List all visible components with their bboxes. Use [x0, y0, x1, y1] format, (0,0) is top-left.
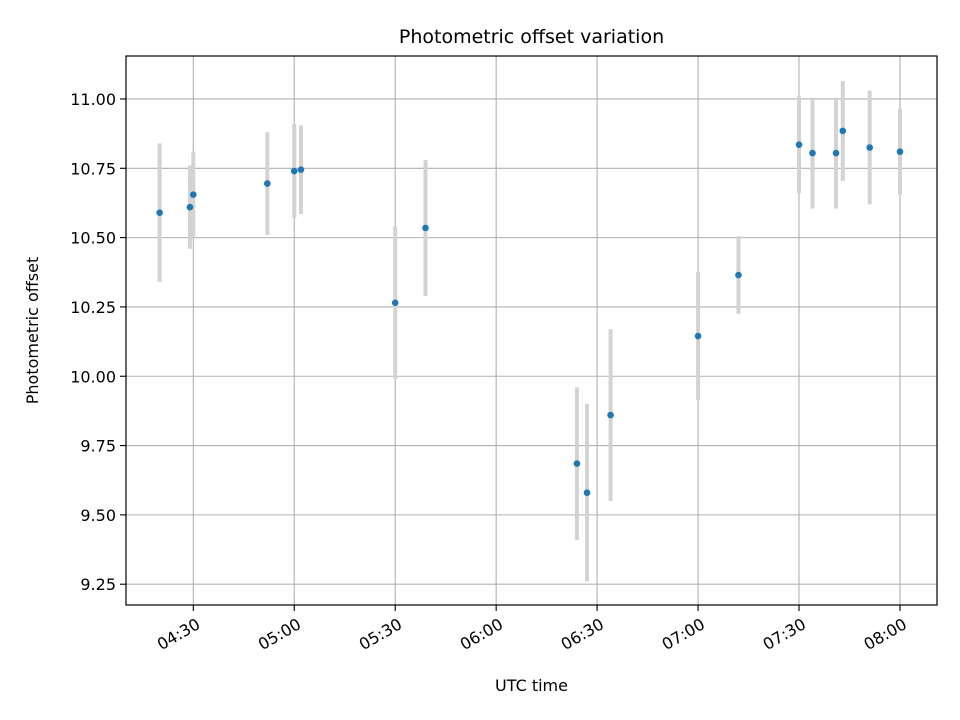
- y-axis-label: Photometric offset: [23, 257, 42, 405]
- data-point: [297, 166, 305, 173]
- y-tick-label: 11.00: [70, 90, 116, 109]
- data-point: [186, 203, 194, 211]
- data-point: [896, 148, 904, 155]
- plot-frame: [125, 55, 938, 606]
- data-point: [795, 141, 803, 149]
- data-point: [832, 149, 840, 157]
- data-points: [156, 127, 904, 497]
- y-tick-label: 10.75: [70, 159, 116, 178]
- data-point: [694, 332, 702, 340]
- chart-title: Photometric offset variation: [399, 26, 664, 48]
- data-point: [866, 144, 873, 151]
- y-tick-label: 10.25: [70, 298, 116, 317]
- data-point: [809, 149, 816, 157]
- data-point: [422, 224, 429, 232]
- x-axis-label: UTC time: [495, 676, 568, 695]
- y-tick-label: 9.25: [80, 575, 116, 594]
- y-tick-label: 9.50: [80, 506, 116, 525]
- data-point: [583, 489, 591, 497]
- y-tick-label: 9.75: [80, 437, 116, 456]
- y-tick-label: 10.00: [70, 367, 116, 386]
- y-tick-label: 10.50: [70, 229, 116, 248]
- data-point: [573, 460, 581, 467]
- data-point: [190, 191, 197, 198]
- data-point: [156, 209, 163, 216]
- data-point: [391, 299, 399, 307]
- data-point: [735, 271, 742, 279]
- data-point: [839, 127, 847, 135]
- data-point: [290, 167, 298, 175]
- y-axis-ticks: 9.25 9.50 9.75 10.00 10.25 10.50 10.75 11.00: [70, 90, 126, 594]
- data-point: [264, 180, 271, 187]
- data-point: [607, 411, 614, 419]
